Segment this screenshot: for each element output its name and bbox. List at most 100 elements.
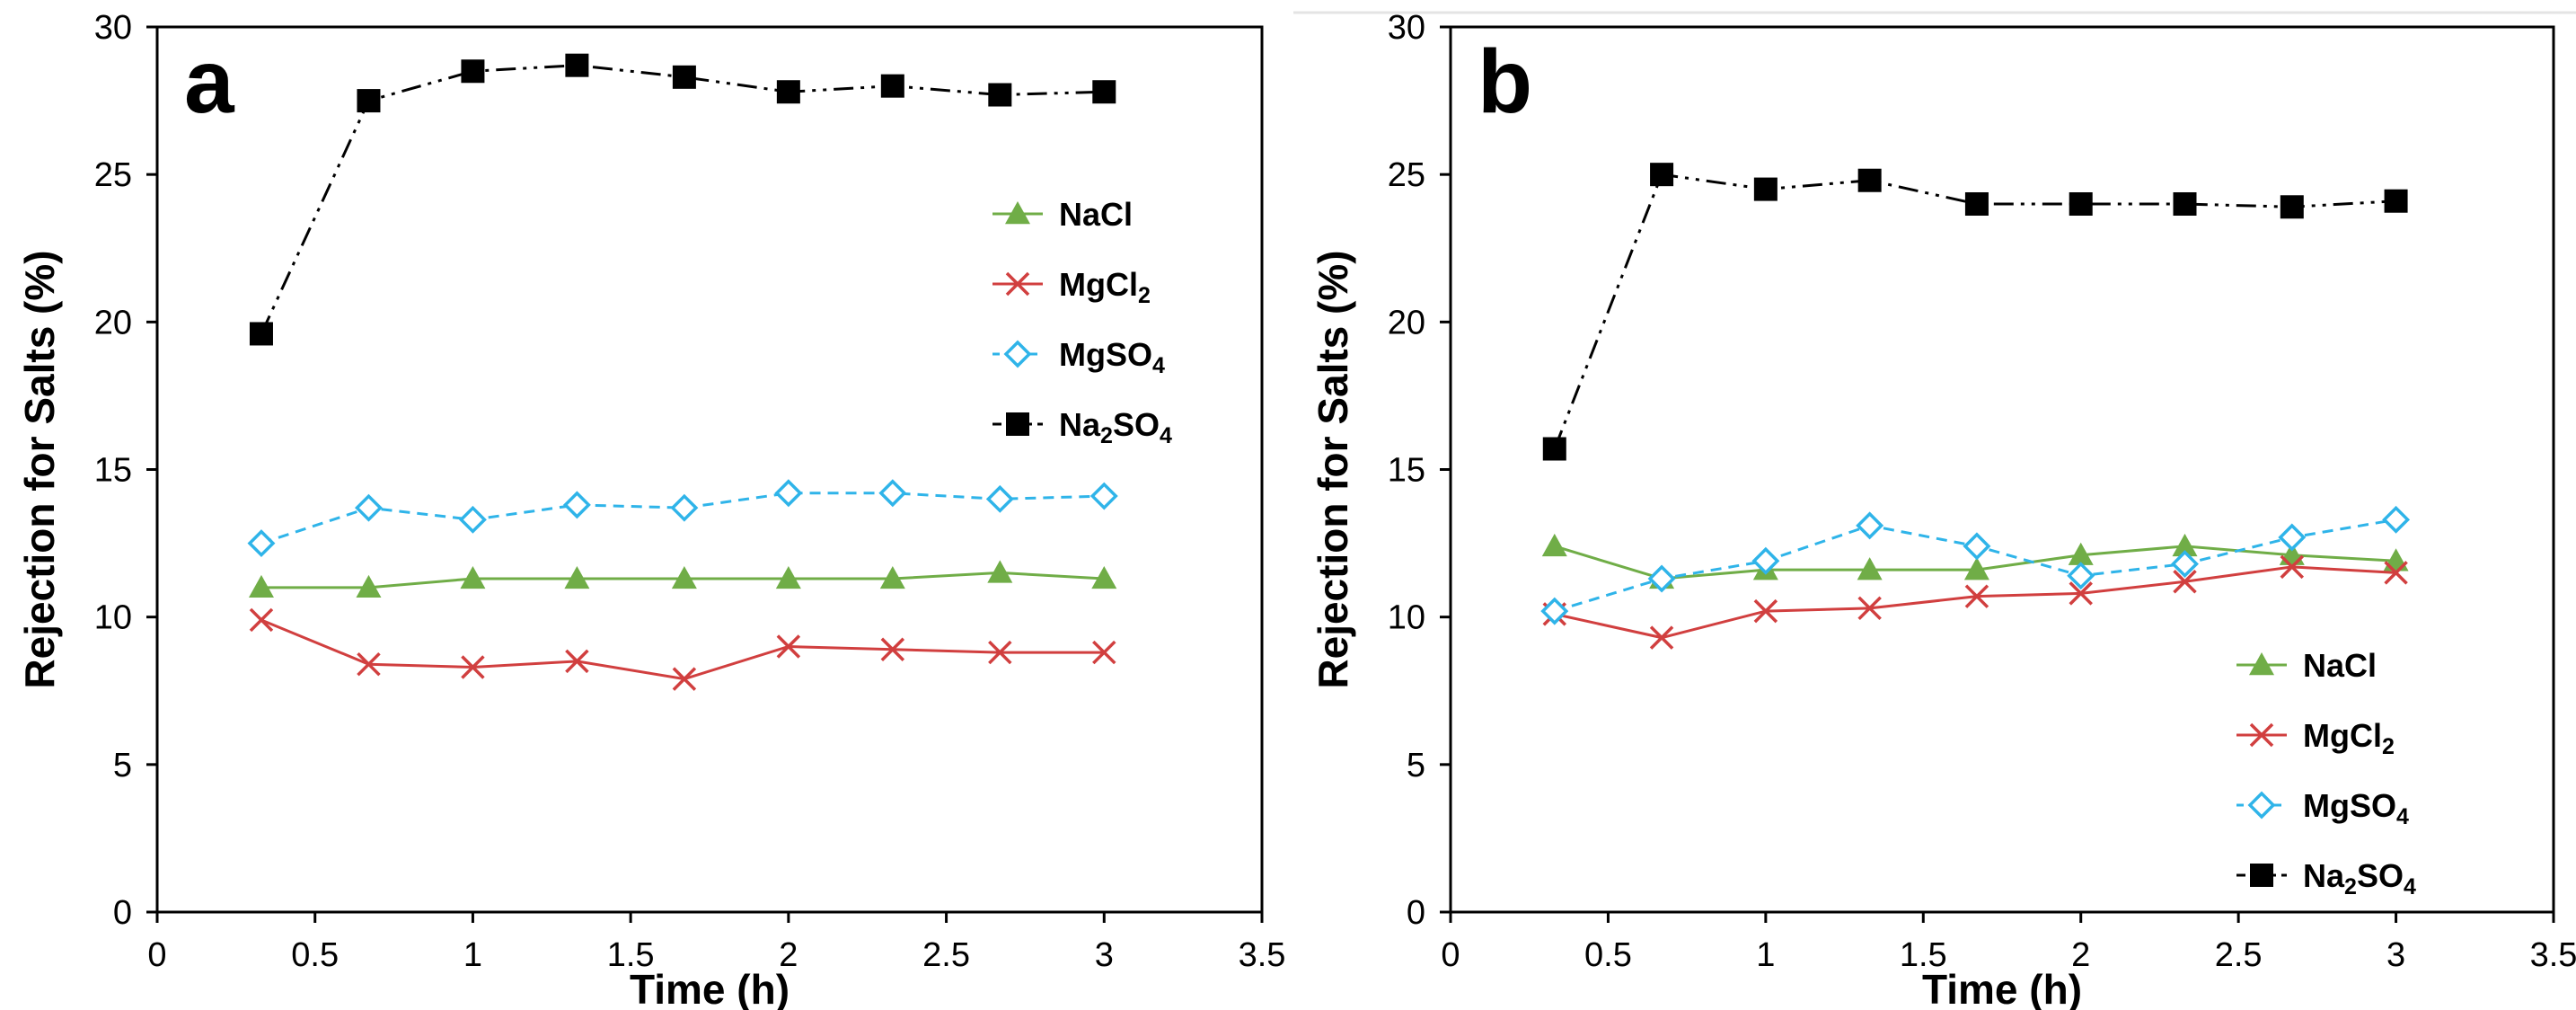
x-axis-title: Time (h): [1922, 966, 2082, 1010]
legend-marker: [2247, 791, 2276, 820]
legend-label-na2so4: Na2SO4: [2303, 857, 2416, 899]
x-tick-label: 3.5: [2530, 936, 2576, 974]
legend-marker: [2249, 722, 2274, 748]
x-tick-label: 3: [1095, 936, 1114, 974]
data-point-mgcl2: [565, 649, 589, 674]
panel-a: 0 0.5 1 1.5 2 2.5 3 3.5 0 5 10 15 20 25 30 Time (h) Reje…: [16, 9, 1285, 1010]
x-tick-label: 0: [1441, 936, 1460, 974]
x-tick-label: 2: [2071, 936, 2090, 974]
data-point-na2so4: [1753, 177, 1778, 201]
panel-label: a: [184, 31, 235, 132]
data-point-nacl: [1091, 565, 1117, 589]
data-point-mgso4: [247, 529, 276, 558]
legend-label-mgso4: MgSO4: [1059, 336, 1165, 378]
data-point-mgso4: [1751, 546, 1780, 575]
data-point-mgso4: [1963, 532, 1991, 561]
data-point-na2so4: [776, 80, 800, 104]
data-point-na2so4: [461, 59, 485, 84]
panel-label: b: [1478, 31, 1532, 132]
data-point-nacl: [460, 565, 486, 589]
data-point-mgso4: [2278, 523, 2307, 552]
data-point-mgcl2: [249, 607, 274, 633]
data-point-na2so4: [1092, 80, 1116, 104]
data-point-na2so4: [2173, 192, 2197, 216]
data-point-na2so4: [1650, 163, 1674, 187]
data-point-na2so4: [565, 53, 589, 77]
data-point-mgcl2: [880, 637, 905, 662]
data-point-na2so4: [357, 89, 381, 113]
data-point-nacl: [987, 560, 1013, 583]
data-point-na2so4: [1964, 192, 1989, 216]
data-point-nacl: [2172, 533, 2198, 557]
legend-label-mgcl2: MgCl2: [1059, 266, 1151, 308]
y-tick-label: 25: [94, 156, 132, 194]
data-point-mgcl2: [2069, 581, 2093, 606]
y-tick-label: 20: [1388, 304, 1425, 341]
y-tick-label: 0: [113, 894, 132, 932]
data-point-mgcl2: [461, 655, 485, 679]
data-point-na2so4: [1857, 168, 1882, 192]
data-point-mgcl2: [1964, 584, 1989, 608]
x-tick-label: 1.5: [1900, 936, 1947, 974]
legend-label-na2so4: Na2SO4: [1059, 406, 1172, 448]
legend-label-nacl: NaCl: [1059, 196, 1133, 233]
legend-label-mgso4: MgSO4: [2303, 787, 2409, 829]
series-line-na2so4: [1553, 173, 2396, 450]
data-point-nacl: [248, 574, 274, 598]
data-point-na2so4: [988, 83, 1012, 107]
data-point-mgso4: [878, 479, 907, 508]
data-point-mgso4: [2067, 562, 2095, 590]
y-tick-label: 25: [1388, 156, 1425, 194]
data-point-nacl: [671, 565, 697, 589]
y-axis-title: Rejection for Salts (%): [16, 250, 63, 688]
x-tick-label: 3.5: [1239, 936, 1286, 974]
y-tick-label: 30: [1388, 9, 1425, 47]
data-point-nacl: [356, 574, 382, 598]
y-tick-label: 5: [113, 747, 132, 784]
data-point-mgso4: [562, 491, 591, 519]
legend-label-nacl: NaCl: [2303, 647, 2377, 684]
data-point-mgso4: [985, 484, 1014, 513]
series-line-mgso4: [260, 492, 1105, 545]
data-point-mgso4: [1540, 597, 1569, 625]
data-point-mgcl2: [1753, 598, 1778, 624]
data-point-na2so4: [2384, 189, 2408, 213]
data-point-nacl: [1963, 557, 1989, 580]
legend: NaCl MgCl2 MgSO4 Na2SO4: [2236, 647, 2416, 899]
data-point-mgso4: [1647, 564, 1676, 593]
data-point-mgcl2: [2384, 561, 2408, 585]
y-tick-label: 30: [94, 9, 132, 47]
y-tick-label: 15: [94, 452, 132, 490]
data-point-nacl: [1857, 557, 1883, 580]
x-tick-label: 2: [779, 936, 798, 974]
data-point-na2so4: [1542, 437, 1566, 461]
x-axis-title: Time (h): [630, 966, 790, 1010]
data-point-mgcl2: [357, 651, 381, 677]
data-point-mgcl2: [1649, 625, 1674, 650]
legend-label-mgcl2: MgCl2: [2303, 717, 2395, 759]
data-point-mgcl2: [2173, 570, 2197, 594]
data-point-mgso4: [1856, 511, 1884, 540]
y-tick-label: 20: [94, 304, 132, 341]
data-point-mgso4: [774, 479, 803, 508]
series-line-na2so4: [260, 64, 1105, 335]
data-point-mgso4: [670, 493, 699, 522]
data-point-nacl: [564, 565, 590, 589]
y-tick-label: 10: [1388, 599, 1425, 637]
data-point-mgcl2: [2280, 554, 2305, 580]
data-point-mgcl2: [1857, 596, 1882, 621]
x-tick-label: 2.5: [922, 936, 970, 974]
x-tick-label: 1: [1756, 936, 1775, 974]
data-point-mgso4: [354, 493, 383, 522]
x-tick-label: 3: [2386, 936, 2405, 974]
legend-marker: [1006, 412, 1029, 436]
legend-marker: [1005, 271, 1030, 297]
data-point-na2so4: [880, 74, 904, 98]
data-point-mgcl2: [988, 640, 1012, 665]
data-point-nacl: [1541, 533, 1567, 557]
legend-marker: [2249, 652, 2274, 676]
data-point-mgso4: [1090, 482, 1118, 510]
y-tick-label: 15: [1388, 452, 1425, 490]
x-tick-label: 1: [463, 936, 482, 974]
